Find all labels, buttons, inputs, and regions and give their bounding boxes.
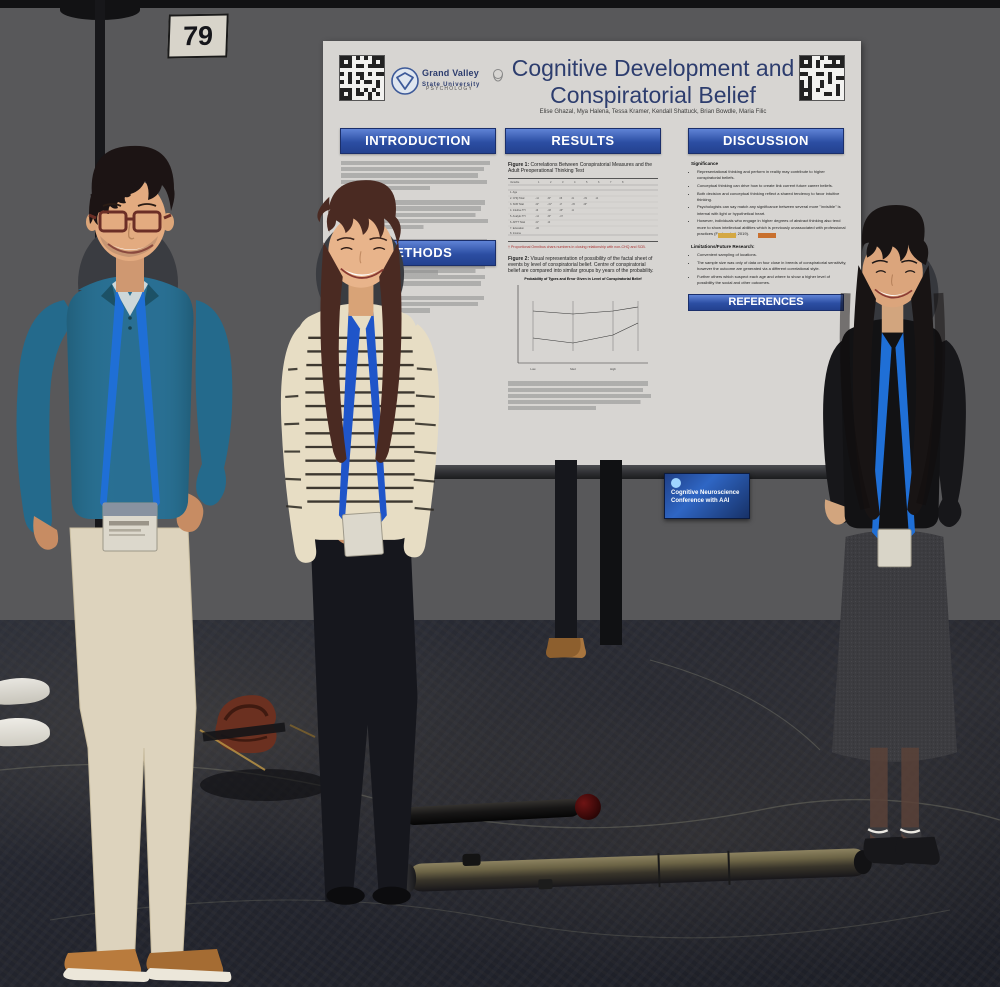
svg-text:Low: Low bbox=[530, 367, 536, 371]
svg-text:.17: .17 bbox=[559, 204, 563, 206]
svg-text:1. Age: 1. Age bbox=[510, 191, 518, 194]
svg-text:.34*: .34* bbox=[547, 198, 551, 200]
svg-text:8. Income: 8. Income bbox=[510, 232, 522, 235]
svg-text:2. CHQ Total: 2. CHQ Total bbox=[510, 197, 525, 200]
svg-text:.29*: .29* bbox=[583, 204, 587, 206]
svg-text:6: 6 bbox=[598, 180, 600, 184]
svg-text:5. Analytic TH: 5. Analytic TH bbox=[510, 215, 526, 218]
svg-text:1: 1 bbox=[538, 180, 540, 184]
svg-text:.14: .14 bbox=[595, 198, 599, 200]
svg-text:-.12: -.12 bbox=[535, 198, 540, 200]
svg-text:-.07: -.07 bbox=[559, 216, 564, 218]
svg-text:.11: .11 bbox=[571, 210, 575, 212]
svg-text:.21*: .21* bbox=[535, 222, 539, 224]
svg-text:-.06: -.06 bbox=[535, 228, 540, 230]
svg-text:-.14: -.14 bbox=[535, 216, 540, 218]
svg-text:4: 4 bbox=[574, 180, 576, 184]
svg-text:6. APTT Total: 6. APTT Total bbox=[510, 221, 525, 224]
svg-text:High: High bbox=[610, 367, 616, 371]
svg-text:Med: Med bbox=[570, 367, 576, 371]
svg-text:7: 7 bbox=[610, 180, 612, 184]
svg-text:2: 2 bbox=[550, 180, 552, 184]
svg-text:.22*: .22* bbox=[535, 204, 539, 206]
svg-text:.33*: .33* bbox=[547, 216, 551, 218]
svg-text:4. Intuitive TH: 4. Intuitive TH bbox=[510, 209, 526, 212]
svg-text:Variable: Variable bbox=[510, 180, 520, 184]
svg-text:7. Education: 7. Education bbox=[510, 227, 525, 230]
svg-text:.26*: .26* bbox=[559, 210, 563, 212]
svg-text:8: 8 bbox=[622, 180, 624, 184]
svg-text:3: 3 bbox=[562, 180, 564, 184]
svg-text:.21: .21 bbox=[571, 198, 575, 200]
svg-text:3. SCB Total: 3. SCB Total bbox=[510, 203, 524, 206]
svg-text:5: 5 bbox=[586, 180, 588, 184]
svg-text:-.31*: -.31* bbox=[547, 204, 552, 206]
svg-text:.19: .19 bbox=[535, 210, 539, 212]
svg-text:-.05: -.05 bbox=[571, 204, 576, 206]
svg-text:.10: .10 bbox=[547, 222, 551, 224]
svg-text:-.08: -.08 bbox=[547, 210, 552, 212]
svg-text:.08: .08 bbox=[559, 198, 563, 200]
svg-text:-.09: -.09 bbox=[583, 198, 588, 200]
